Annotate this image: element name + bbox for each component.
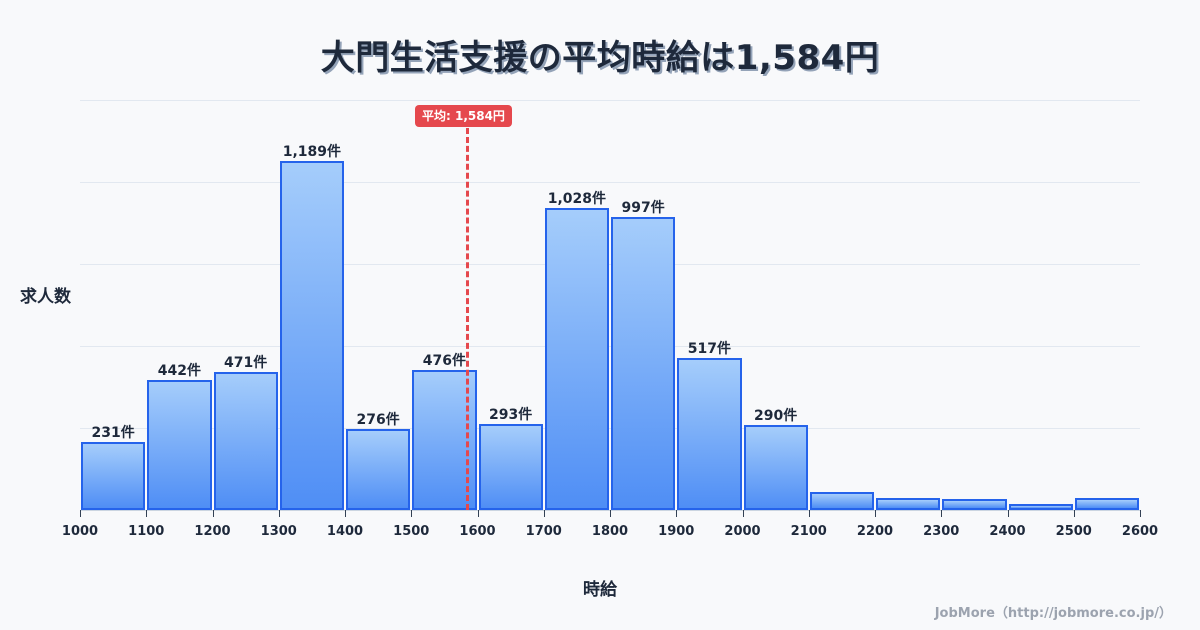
histogram-bar: [743, 424, 808, 510]
x-tick: [610, 510, 611, 517]
x-tick-label: 1300: [260, 524, 297, 539]
histogram-bar: [147, 380, 212, 510]
bar-value-label: 276件: [356, 411, 400, 428]
x-tick: [477, 510, 479, 517]
x-tick: [1073, 510, 1075, 517]
bar-value-label: 1,028件: [547, 191, 607, 208]
x-tick: [1140, 510, 1141, 517]
x-tick-label: 2200: [856, 524, 894, 539]
x-tick-label: 1400: [326, 524, 364, 539]
x-tick-label: 1900: [658, 524, 695, 539]
histogram-bar: [876, 498, 941, 510]
bar-value-label: 476件: [422, 353, 466, 370]
x-tick-label: 1000: [61, 524, 99, 539]
bar-value-label: 290件: [754, 407, 798, 424]
histogram-bar: [1008, 503, 1073, 510]
credit-text: JobMore（http://jobmore.co.jp/）: [934, 606, 1172, 621]
gridline: [80, 100, 1140, 101]
histogram-bar: [809, 492, 874, 510]
x-tick: [146, 510, 148, 517]
x-tick: [411, 510, 413, 517]
histogram-bar: [279, 161, 344, 510]
x-tick: [676, 510, 678, 517]
histogram-bar: [611, 217, 676, 510]
x-tick-label: 2500: [1055, 524, 1092, 539]
bar-value-label: 517件: [687, 341, 731, 358]
x-tick-label: 2400: [989, 524, 1026, 539]
x-axis-label: 時給: [583, 580, 617, 600]
gridline: [80, 428, 1140, 429]
histogram-bar: [81, 442, 146, 510]
x-tick-label: 1500: [393, 524, 430, 539]
chart-title: 大門生活支援の平均時給は1,584円: [320, 38, 880, 78]
x-tick-label: 2300: [923, 524, 960, 539]
histogram-bar: [1074, 498, 1139, 510]
x-tick-label: 2600: [1121, 524, 1159, 539]
x-tick-label: 2000: [724, 524, 761, 539]
x-tick-label: 1700: [525, 524, 562, 539]
x-tick: [345, 510, 346, 517]
histogram-bar: [478, 423, 543, 510]
x-tick-label: 1800: [591, 524, 629, 539]
x-tick-label: 2100: [790, 524, 827, 539]
bar-value-label: 293件: [489, 406, 533, 423]
x-tick-label: 1600: [459, 524, 496, 539]
bar-value-label: 231件: [91, 425, 135, 442]
x-tick-label: 1100: [128, 524, 165, 539]
gridline: [80, 346, 1140, 347]
gridline: [80, 264, 1140, 265]
x-tick: [80, 510, 81, 517]
histogram-bar: [412, 370, 477, 510]
x-tick: [212, 510, 214, 517]
mean-line: [465, 128, 469, 510]
gridline: [80, 182, 1140, 183]
bar-value-label: 997件: [621, 200, 665, 217]
x-tick: [941, 510, 943, 517]
x-tick: [1007, 510, 1009, 517]
bar-value-label: 471件: [224, 354, 268, 371]
x-tick: [742, 510, 744, 517]
mean-badge: 平均: 1,584円: [415, 105, 512, 127]
histogram-bar: [346, 428, 411, 510]
histogram-bar: [942, 499, 1007, 510]
x-tick: [808, 510, 810, 517]
x-tick: [875, 510, 876, 517]
x-tick: [278, 510, 280, 517]
x-tick-label: 1200: [194, 524, 231, 539]
x-tick: [543, 510, 545, 517]
bar-value-label: 1,189件: [282, 144, 342, 160]
histogram-bar: [677, 358, 742, 510]
bar-value-label: 442件: [157, 363, 201, 380]
histogram-bar: [213, 371, 278, 510]
histogram-bar: [544, 208, 609, 510]
y-axis-label: 求人数: [20, 287, 71, 307]
